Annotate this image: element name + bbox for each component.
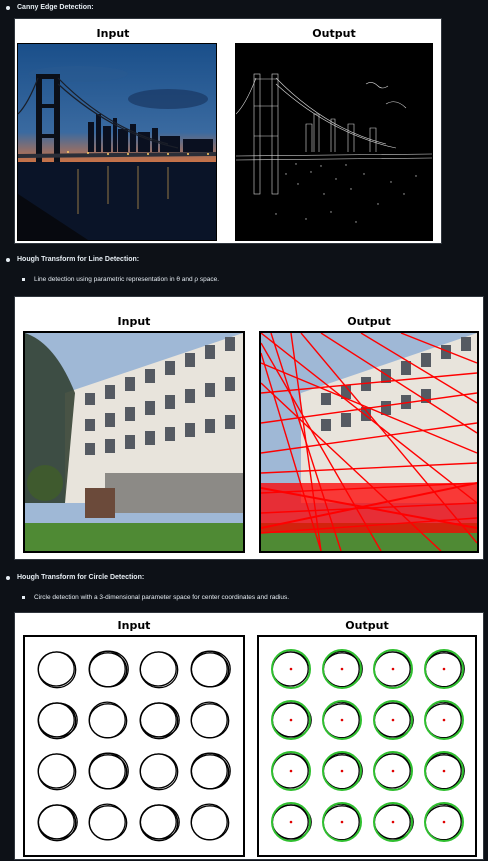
bullet-hough-lines: Hough Transform for Line Detection: — [0, 256, 139, 263]
drawn-circle-stroke — [190, 650, 231, 688]
drawn-circle-stroke — [88, 703, 128, 739]
drawn-circle-stroke — [190, 703, 230, 739]
detected-circle — [373, 751, 413, 791]
canny-figure: Input Output — [14, 18, 442, 244]
detected-circle — [424, 751, 464, 791]
drawn-circle-stroke — [139, 804, 180, 840]
drawn-circle-stroke — [139, 702, 180, 738]
detected-circle — [424, 649, 464, 689]
section-title-hough-circles: Hough Transform for Circle Detection: — [17, 574, 145, 581]
detected-circle — [373, 700, 413, 740]
hough-lines-output-image — [259, 331, 479, 553]
section-subtitle-hough-circles: Circle detection with a 3-dimensional pa… — [34, 594, 290, 601]
section-title-hough-lines: Hough Transform for Line Detection: — [17, 256, 140, 263]
drawn-circle-stroke — [190, 752, 231, 790]
hough-circles-figure: Input Output — [14, 612, 484, 860]
detected-circle — [424, 700, 464, 740]
circle-center-dot — [289, 718, 293, 722]
detected-circle — [322, 649, 362, 689]
subbullet-hough-lines: Line detection using parametric represen… — [0, 276, 219, 283]
drawn-circle-stroke — [37, 651, 77, 689]
circle-center-dot — [289, 769, 293, 773]
circle-center-dot — [442, 769, 446, 773]
circle-center-dot — [391, 718, 395, 722]
hough-circles-output-title: Output — [345, 619, 389, 632]
bullet-square — [22, 278, 25, 281]
drawn-circle-stroke — [88, 805, 128, 841]
hough-lines-input-image — [23, 331, 245, 553]
detected-circle — [373, 802, 413, 842]
canny-output-title: Output — [312, 27, 356, 40]
hough-lines-output-title: Output — [347, 315, 391, 328]
section-title-canny: Canny Edge Detection: — [17, 4, 94, 11]
bullet-hough-circles: Hough Transform for Circle Detection: — [0, 574, 144, 581]
canny-input-title: Input — [96, 27, 130, 40]
bullet-disc — [6, 257, 10, 262]
detected-circle — [322, 751, 362, 791]
drawn-circle-stroke — [88, 752, 129, 790]
circle-center-dot — [442, 667, 446, 671]
circle-center-dot — [340, 820, 344, 824]
drawn-circle-stroke — [37, 804, 78, 840]
circle-center-dot — [289, 667, 293, 671]
bullet-disc — [6, 575, 10, 580]
circle-center-dot — [391, 769, 395, 773]
circle-center-dot — [442, 718, 446, 722]
bullet-canny: Canny Edge Detection: — [0, 4, 94, 11]
circle-center-dot — [391, 667, 395, 671]
bullet-square — [22, 596, 25, 599]
circle-center-dot — [442, 820, 446, 824]
drawn-circle-stroke — [139, 753, 179, 791]
canny-output-image — [235, 43, 433, 241]
canny-input-image — [17, 43, 217, 241]
detected-circle — [373, 649, 413, 689]
detected-circle — [322, 802, 362, 842]
drawn-circle-stroke — [190, 805, 230, 841]
circle-center-dot — [340, 667, 344, 671]
hough-circles-output-image — [257, 635, 477, 857]
hough-circles-input-title: Input — [117, 619, 151, 632]
drawn-circle-stroke — [88, 650, 129, 688]
drawn-circle-stroke — [139, 651, 179, 689]
circle-center-dot — [391, 820, 395, 824]
circle-center-dot — [340, 769, 344, 773]
bullet-disc — [6, 5, 10, 10]
circle-center-dot — [289, 820, 293, 824]
detected-circle — [271, 751, 311, 791]
subbullet-hough-circles: Circle detection with a 3-dimensional pa… — [0, 594, 289, 601]
hough-lines-figure: Input Output — [14, 296, 484, 560]
detected-circle — [322, 700, 362, 740]
hough-lines-input-title: Input — [117, 315, 151, 328]
circle-center-dot — [340, 718, 344, 722]
detected-circle — [271, 649, 311, 689]
drawn-circle-stroke — [37, 702, 78, 738]
detected-circle — [424, 802, 464, 842]
detected-circle — [271, 802, 311, 842]
detected-circle — [271, 700, 311, 740]
hough-circles-input-image — [23, 635, 245, 857]
drawn-circle-stroke — [37, 753, 77, 791]
section-subtitle-hough-lines: Line detection using parametric represen… — [34, 276, 220, 283]
